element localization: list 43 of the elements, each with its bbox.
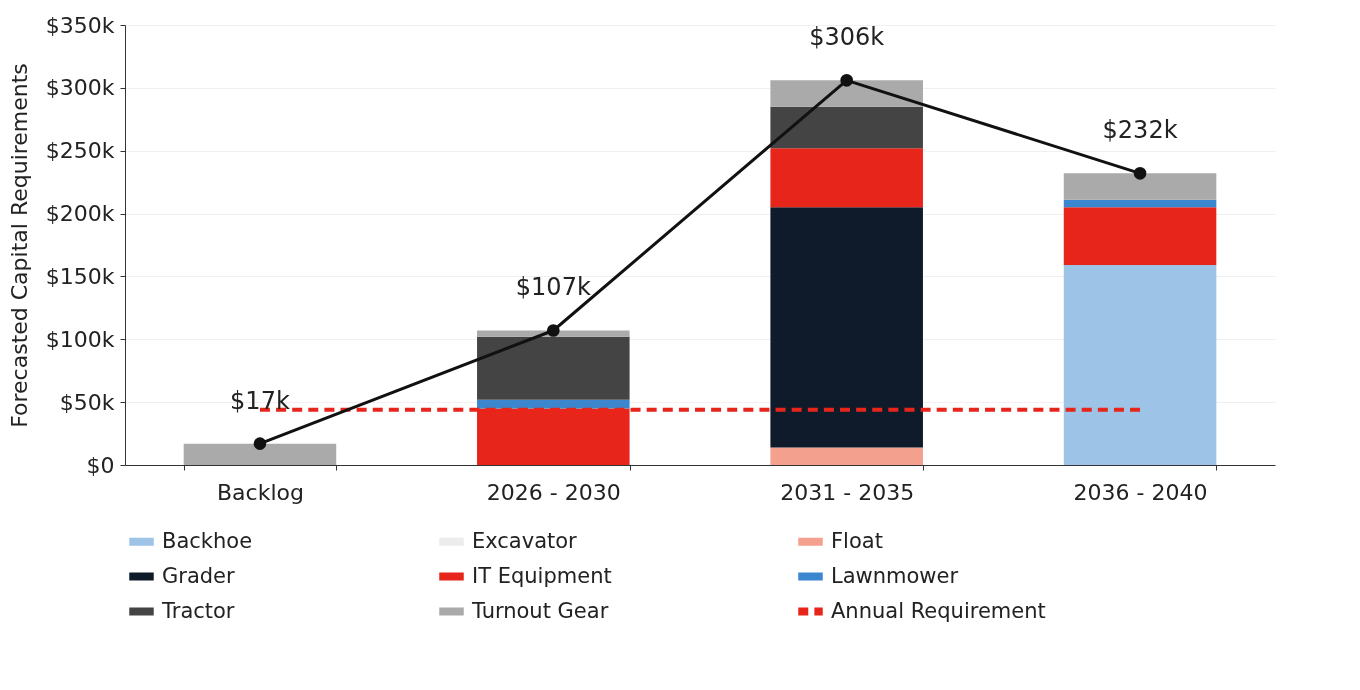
- y-tick-label: $250k: [45, 138, 115, 164]
- bar: [770, 207, 923, 448]
- legend-label: Lawnmower: [831, 563, 959, 588]
- legend-label: Turnout Gear: [471, 598, 609, 623]
- legend-label: Annual Requirement: [831, 598, 1046, 623]
- point: [546, 324, 560, 337]
- legend-label: Float: [831, 528, 883, 553]
- y-tick-label: $50k: [59, 389, 115, 415]
- bar: [1063, 265, 1217, 465]
- point: [253, 437, 267, 450]
- legend-label: Grader: [162, 563, 236, 588]
- legend-label: Backhoe: [162, 528, 253, 553]
- bar: [770, 106, 923, 149]
- bar: [1063, 173, 1217, 200]
- y-axis-title: Forecasted Capital Requirements: [6, 63, 32, 428]
- bar: [1063, 207, 1217, 266]
- x-tick-label: 2031 - 2035: [780, 479, 915, 505]
- bar: [477, 330, 630, 337]
- y-tick-label: $100k: [45, 326, 115, 352]
- bar: [1063, 199, 1217, 208]
- bar: [477, 399, 630, 409]
- legend-label: IT Equipment: [472, 563, 612, 588]
- bar: [770, 148, 923, 208]
- x-tick-label: Backlog: [216, 479, 304, 505]
- bar: [183, 443, 337, 465]
- legend-label: Excavator: [472, 528, 578, 553]
- x-tick-label: 2036 - 2040: [1073, 479, 1208, 505]
- data-label: $232k: [1102, 116, 1178, 145]
- point: [1133, 167, 1147, 180]
- legend-label: Tractor: [161, 598, 235, 623]
- data-label: $306k: [809, 23, 885, 52]
- y-tick-label: $150k: [45, 263, 115, 289]
- y-tick-label: $350k: [45, 12, 115, 38]
- y-tick-label: $300k: [45, 75, 115, 101]
- bar: [770, 80, 923, 107]
- y-tick-label: $0: [86, 452, 115, 478]
- data-label: $107k: [515, 273, 591, 302]
- data-label: $17k: [230, 386, 290, 415]
- y-tick-label: $200k: [45, 201, 115, 227]
- bar: [477, 336, 630, 400]
- x-tick-label: 2026 - 2030: [486, 479, 621, 505]
- point: [840, 74, 854, 87]
- bar: [770, 447, 923, 465]
